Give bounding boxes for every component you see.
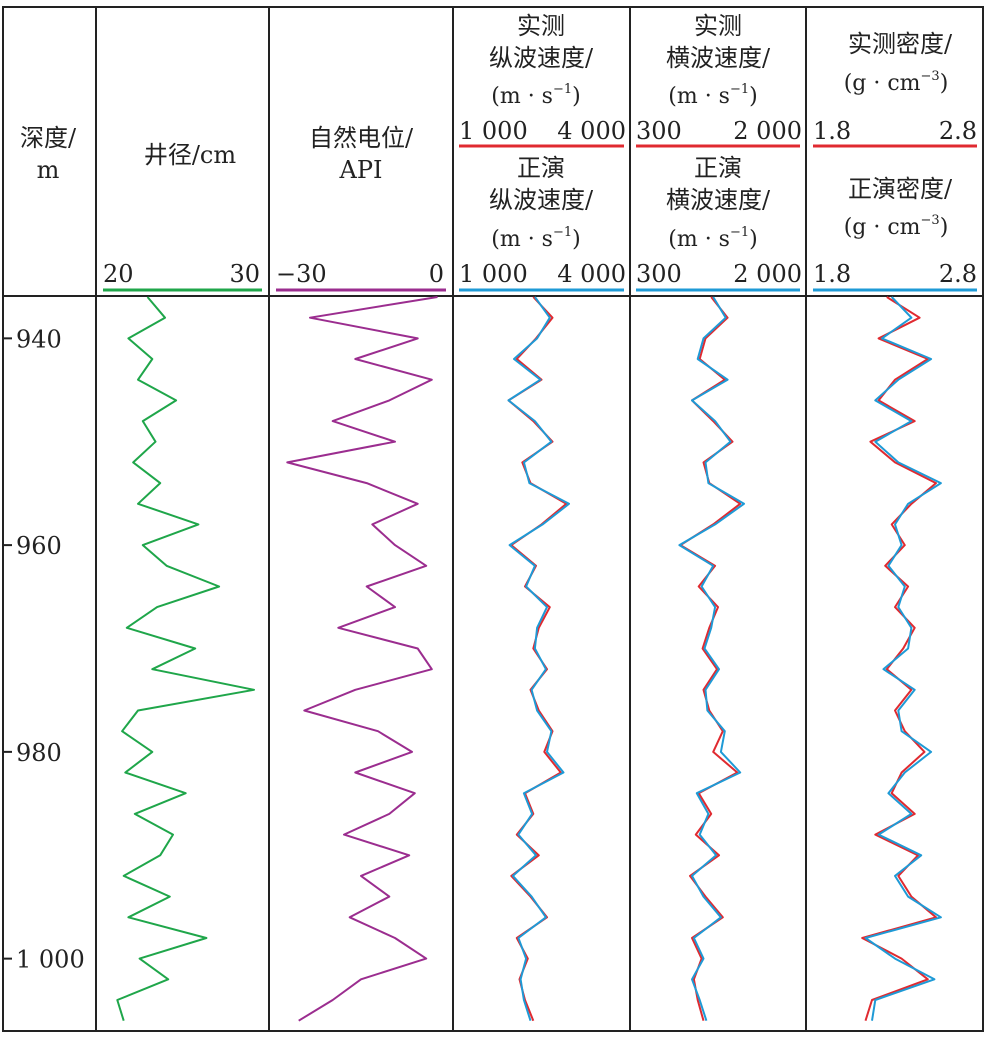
rho-modeled-unit: (g · cm−3) xyxy=(844,213,949,240)
depth-header-line1: 深度/ xyxy=(20,124,77,152)
vs-modeled-curve xyxy=(678,296,745,1022)
vs-measured-scale-min: 300 xyxy=(636,117,682,145)
vs-measured-curve xyxy=(679,296,742,1021)
vs-measured-title-line2: 横波速度/ xyxy=(666,44,771,72)
vp-modeled-title-line1: 正演 xyxy=(517,154,565,182)
vp-measured-title-line2: 纵波速度/ xyxy=(489,44,594,72)
vs-measured-unit: (m · s−1) xyxy=(668,82,757,109)
caliper-scale-min: 20 xyxy=(103,260,134,288)
rho-modeled-curve xyxy=(864,296,942,1021)
vs-measured-title-line1: 实测 xyxy=(694,12,742,40)
panel-frame xyxy=(2,6,984,1032)
sp-scale-max: 0 xyxy=(429,260,444,288)
caliper-scale-max: 30 xyxy=(229,260,260,288)
vp-modeled-title-line2: 纵波速度/ xyxy=(489,186,594,214)
vp-measured-curve xyxy=(507,296,568,1022)
vp-measured-unit: (m · s−1) xyxy=(491,82,580,109)
vp-modeled-curve xyxy=(507,296,570,1022)
vs-modeled-scale-max: 2 000 xyxy=(733,260,802,288)
depth-tick-label: 960 xyxy=(16,532,62,560)
vp-modeled-scale-max: 4 000 xyxy=(557,260,626,288)
vs-modeled-scale-min: 300 xyxy=(636,260,682,288)
rho-modeled-scale-min: 1.8 xyxy=(813,260,851,288)
rho-measured-scale-max: 2.8 xyxy=(939,117,977,145)
rho-measured-title: 实测密度/ xyxy=(848,30,953,58)
vs-modeled-title-line2: 横波速度/ xyxy=(666,186,771,214)
vs-modeled-title-line1: 正演 xyxy=(694,154,742,182)
vp-modeled-scale-min: 1 000 xyxy=(459,260,528,288)
vp-measured-scale-max: 4 000 xyxy=(557,117,626,145)
vp-modeled-unit: (m · s−1) xyxy=(491,225,580,252)
caliper-curve xyxy=(116,296,255,1021)
depth-tick-label: 940 xyxy=(16,325,62,353)
rho-modeled-scale-max: 2.8 xyxy=(939,260,977,288)
vs-modeled-unit: (m · s−1) xyxy=(668,225,757,252)
sp-scale-min: −30 xyxy=(276,260,327,288)
sp-curve xyxy=(286,296,438,1022)
depth-header-line2: m xyxy=(37,156,60,184)
depth-tick-label: 1 000 xyxy=(16,946,85,974)
sp-track-unit: API xyxy=(339,156,383,184)
rho-modeled-title: 正演密度/ xyxy=(848,175,953,203)
vp-measured-scale-min: 1 000 xyxy=(459,117,528,145)
depth-axis: 940 960 980 1 000 xyxy=(3,325,85,974)
rho-measured-unit: (g · cm−3) xyxy=(844,69,949,96)
caliper-track-title: 井径/cm xyxy=(144,141,237,169)
rho-measured-scale-min: 1.8 xyxy=(813,117,851,145)
vp-measured-title-line1: 实测 xyxy=(517,12,565,40)
rho-measured-curve xyxy=(861,296,937,1021)
depth-tick-label: 980 xyxy=(16,739,62,767)
sp-track-title: 自然电位/ xyxy=(309,124,414,152)
vs-measured-scale-max: 2 000 xyxy=(733,117,802,145)
log-curves xyxy=(116,296,942,1022)
